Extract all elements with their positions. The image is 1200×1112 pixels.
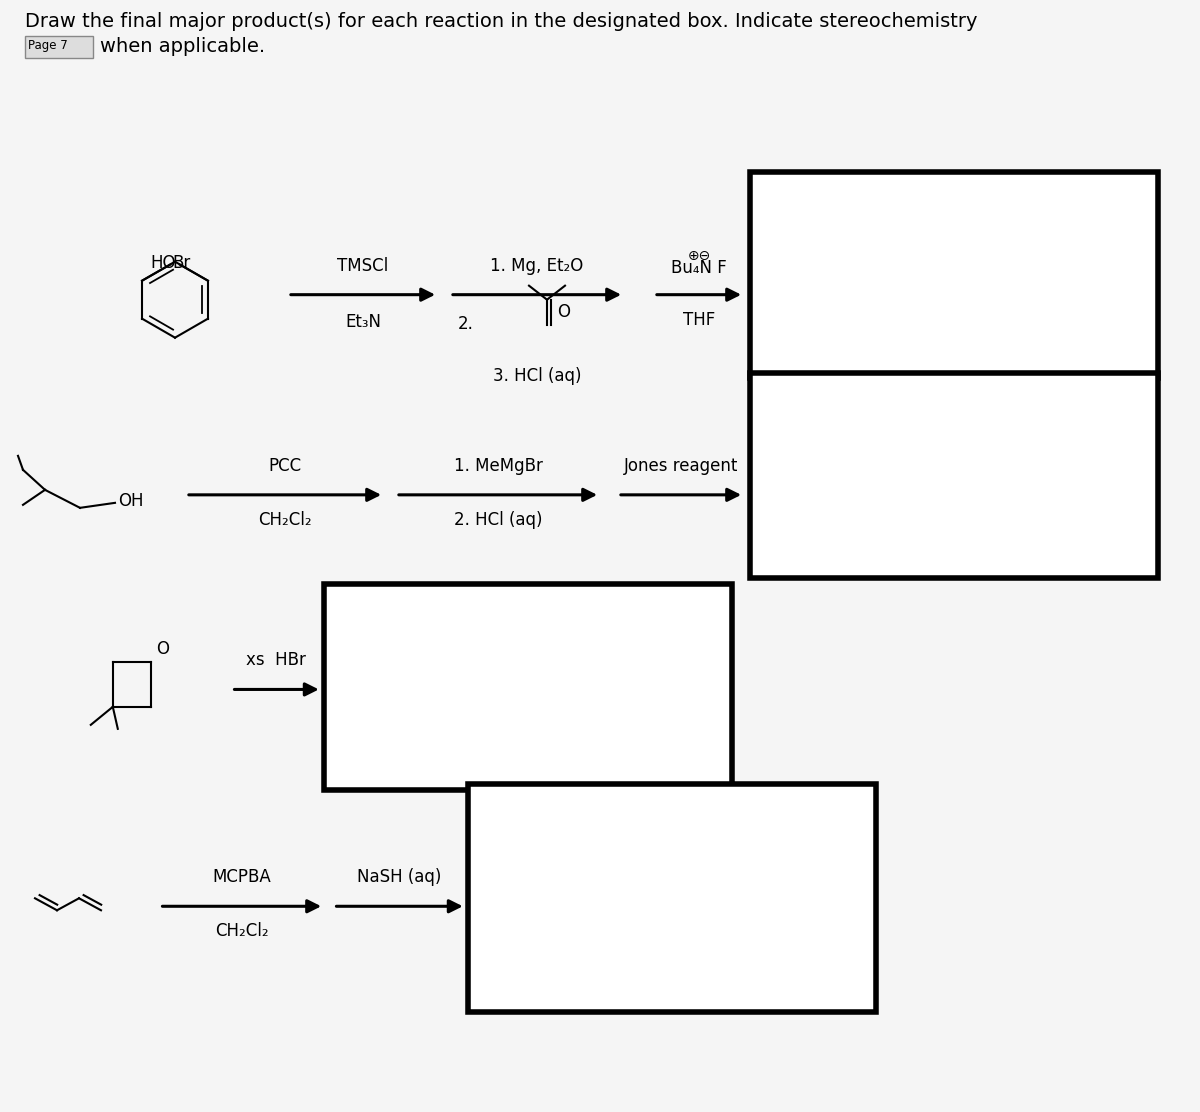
Text: NaSH (aq): NaSH (aq)	[356, 868, 442, 886]
Text: ⊕⊖: ⊕⊖	[688, 249, 710, 262]
Text: 3. HCl (aq): 3. HCl (aq)	[493, 367, 581, 385]
Text: xs  HBr: xs HBr	[246, 652, 306, 669]
Text: 2. HCl (aq): 2. HCl (aq)	[454, 510, 542, 529]
Text: OH: OH	[118, 492, 144, 509]
Text: Br: Br	[172, 254, 191, 271]
Text: CH₂Cl₂: CH₂Cl₂	[258, 510, 312, 529]
Text: TMSCl: TMSCl	[337, 257, 389, 275]
Text: PCC: PCC	[269, 457, 301, 475]
Text: Et₃N: Et₃N	[346, 312, 382, 330]
Text: MCPBA: MCPBA	[212, 868, 271, 886]
Text: Draw the final major product(s) for each reaction in the designated box. Indicat: Draw the final major product(s) for each…	[25, 12, 978, 31]
Text: Jones reagent: Jones reagent	[624, 457, 738, 475]
Text: O: O	[557, 302, 570, 320]
Bar	[750, 172, 1158, 378]
Text: THF: THF	[683, 310, 715, 329]
Text: 1. Mg, Et₂O: 1. Mg, Et₂O	[491, 257, 583, 275]
Text: O: O	[156, 641, 169, 658]
Text: Bu₄N F: Bu₄N F	[671, 259, 727, 277]
Text: when applicable.: when applicable.	[100, 37, 265, 56]
Text: Page 7: Page 7	[28, 40, 67, 52]
Bar	[750, 373, 1158, 578]
Text: CH₂Cl₂: CH₂Cl₂	[215, 922, 269, 941]
Text: 1. MeMgBr: 1. MeMgBr	[454, 457, 542, 475]
Bar	[468, 784, 876, 1012]
Text: HO: HO	[150, 254, 176, 271]
Bar	[324, 584, 732, 790]
Bar	[25, 36, 94, 58]
Text: 2.: 2.	[458, 315, 474, 332]
